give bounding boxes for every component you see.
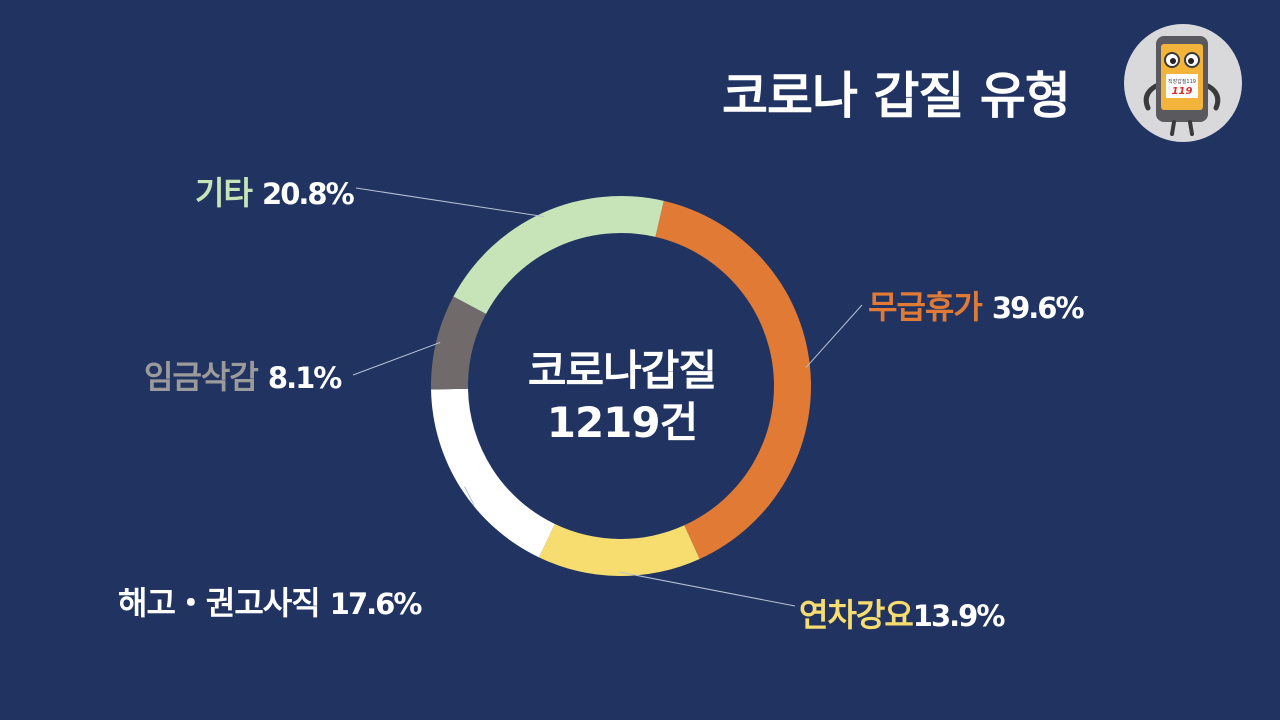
slice-wage-cut: [431, 296, 487, 390]
slice-label-dismissal: 해고・권고사직 17.6%: [118, 584, 422, 622]
page-title: 코로나 갑질 유형: [722, 67, 1071, 125]
svg-text:119: 119: [1172, 86, 1193, 97]
slice-label-other: 기타 20.8%: [195, 174, 355, 212]
slice-forced-annual-leave: [538, 523, 700, 576]
slice-dismissal: [431, 388, 555, 558]
slices-group: [431, 196, 811, 576]
center-line-2: 1219건: [546, 398, 699, 447]
slice-unpaid-leave: [655, 200, 811, 559]
slice-other: [453, 196, 664, 314]
leader-line-forced-annual-leave: [619, 571, 796, 607]
slice-label-wage-cut: 임금삭감 8.1%: [144, 358, 342, 396]
donut-center-label: 코로나갑질 1219건: [472, 345, 772, 449]
mascot-badge-text: 직장갑질119: [1168, 78, 1196, 85]
leader-lines-group: [352, 187, 863, 607]
leader-line-dismissal: [464, 486, 475, 506]
leader-line-wage-cut: [352, 341, 441, 376]
slice-label-forced-annual-leave: 연차강요13.9%: [799, 596, 1005, 634]
leader-line-unpaid-leave: [805, 304, 863, 368]
slice-label-unpaid-leave: 무급휴가 39.6%: [868, 288, 1085, 326]
phone-mascot-icon: 직장갑질119 119: [1124, 24, 1242, 142]
center-line-1: 코로나갑질: [527, 346, 717, 395]
leader-line-other: [355, 187, 545, 218]
